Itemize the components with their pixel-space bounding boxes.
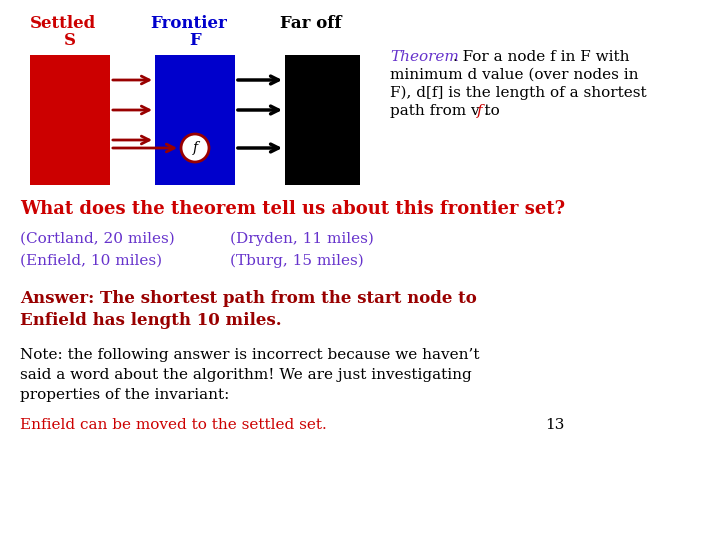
Circle shape xyxy=(181,134,209,162)
Text: Note: the following answer is incorrect because we haven’t: Note: the following answer is incorrect … xyxy=(20,348,480,362)
Text: said a word about the algorithm! We are just investigating: said a word about the algorithm! We are … xyxy=(20,368,472,382)
Text: S: S xyxy=(64,32,76,49)
Text: Enfield has length 10 miles.: Enfield has length 10 miles. xyxy=(20,312,282,329)
Text: . For a node f in F with: . For a node f in F with xyxy=(453,50,629,64)
Text: (Cortland, 20 miles): (Cortland, 20 miles) xyxy=(20,232,175,246)
Text: .: . xyxy=(484,104,489,118)
Text: minimum d value (over nodes in: minimum d value (over nodes in xyxy=(390,68,639,82)
Text: Frontier: Frontier xyxy=(150,15,227,32)
Text: (Tburg, 15 miles): (Tburg, 15 miles) xyxy=(230,254,364,268)
Text: F: F xyxy=(189,32,201,49)
Text: (Enfield, 10 miles): (Enfield, 10 miles) xyxy=(20,254,162,268)
Text: Enfield can be moved to the settled set.: Enfield can be moved to the settled set. xyxy=(20,418,327,432)
Text: (Dryden, 11 miles): (Dryden, 11 miles) xyxy=(230,232,374,246)
Text: Settled: Settled xyxy=(30,15,96,32)
Text: What does the theorem tell us about this frontier set?: What does the theorem tell us about this… xyxy=(20,200,565,218)
Text: path from v to: path from v to xyxy=(390,104,505,118)
Text: properties of the invariant:: properties of the invariant: xyxy=(20,388,230,402)
Text: Answer: The shortest path from the start node to: Answer: The shortest path from the start… xyxy=(20,290,477,307)
Text: Theorem: Theorem xyxy=(390,50,459,64)
Text: Far off: Far off xyxy=(280,15,341,32)
Text: 13: 13 xyxy=(545,418,564,432)
Bar xyxy=(155,55,235,185)
Text: F), d[f] is the length of a shortest: F), d[f] is the length of a shortest xyxy=(390,86,647,100)
Bar xyxy=(30,55,110,185)
Bar xyxy=(285,55,360,185)
Text: f: f xyxy=(477,104,482,118)
Text: f: f xyxy=(192,141,197,155)
